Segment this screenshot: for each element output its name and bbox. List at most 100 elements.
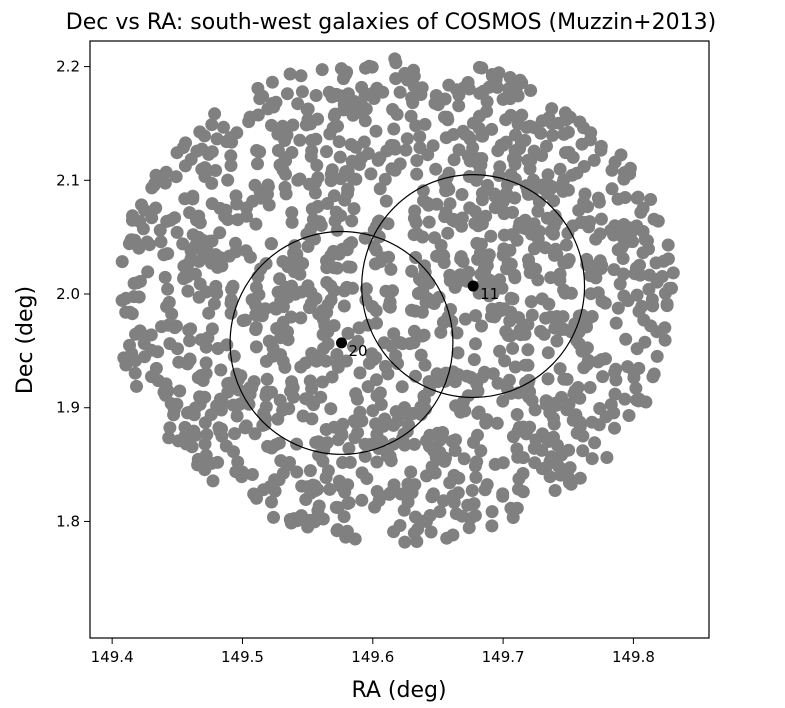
- galaxy-point: [153, 223, 167, 237]
- galaxy-point: [573, 415, 587, 429]
- galaxy-point: [492, 66, 506, 80]
- galaxy-point: [508, 144, 522, 158]
- galaxy-point: [604, 223, 618, 237]
- galaxy-point: [419, 515, 433, 528]
- galaxy-point: [393, 157, 407, 171]
- galaxy-point: [471, 252, 485, 266]
- galaxy-point: [429, 162, 443, 176]
- galaxy-point: [458, 312, 472, 326]
- galaxy-point: [433, 505, 447, 519]
- galaxy-point: [306, 213, 320, 227]
- galaxy-point: [225, 135, 239, 149]
- galaxy-point: [629, 381, 643, 395]
- galaxy-point: [461, 498, 475, 512]
- galaxy-point: [290, 437, 304, 451]
- point-label-11: 11: [480, 285, 499, 303]
- galaxy-point: [347, 202, 361, 216]
- galaxy-point: [666, 266, 680, 280]
- galaxy-point: [425, 490, 439, 504]
- galaxy-point: [490, 416, 504, 430]
- galaxy-point: [446, 213, 460, 227]
- galaxy-point: [417, 389, 431, 403]
- galaxy-point: [580, 357, 594, 371]
- galaxy-point: [535, 443, 549, 457]
- galaxy-point: [566, 219, 580, 233]
- galaxy-point: [213, 392, 227, 406]
- galaxy-point: [271, 127, 285, 141]
- galaxy-point: [170, 146, 184, 160]
- galaxy-point: [202, 306, 216, 320]
- galaxy-point: [370, 373, 383, 387]
- galaxy-point: [348, 431, 362, 445]
- galaxy-point: [349, 140, 363, 154]
- galaxy-point: [631, 190, 645, 204]
- galaxy-point: [387, 327, 401, 341]
- galaxy-point: [537, 182, 551, 196]
- galaxy-point: [136, 222, 150, 236]
- galaxy-point: [130, 379, 143, 393]
- galaxy-point: [326, 121, 340, 135]
- galaxy-point: [616, 220, 630, 234]
- galaxy-point: [207, 297, 221, 311]
- galaxy-point: [434, 238, 448, 252]
- galaxy-point: [398, 535, 412, 549]
- galaxy-point: [319, 354, 333, 368]
- galaxy-point: [497, 302, 511, 316]
- galaxy-point: [390, 107, 404, 121]
- galaxy-point: [296, 409, 310, 423]
- galaxy-point: [475, 61, 489, 75]
- galaxy-point: [503, 71, 517, 84]
- galaxy-point: [592, 195, 606, 209]
- galaxy-point: [295, 479, 309, 493]
- galaxy-point: [224, 149, 238, 163]
- galaxy-point: [301, 240, 315, 253]
- galaxy-point: [541, 435, 555, 448]
- galaxy-point: [553, 362, 567, 376]
- galaxy-point: [407, 437, 421, 451]
- galaxy-point: [393, 85, 407, 99]
- galaxy-point: [573, 115, 587, 129]
- galaxy-point: [293, 133, 307, 147]
- galaxy-point: [294, 311, 308, 325]
- galaxy-point: [593, 402, 607, 415]
- galaxy-point: [227, 349, 241, 363]
- galaxy-point: [320, 261, 334, 275]
- galaxy-point: [245, 468, 259, 481]
- galaxy-point: [504, 108, 518, 122]
- galaxy-point: [324, 402, 338, 416]
- galaxy-point: [492, 169, 506, 182]
- galaxy-point: [609, 316, 623, 330]
- galaxy-point: [287, 265, 301, 279]
- galaxy-point: [496, 394, 510, 408]
- galaxy-point: [475, 193, 489, 207]
- galaxy-point: [353, 405, 367, 419]
- galaxy-point: [259, 400, 273, 414]
- galaxy-point: [482, 248, 496, 262]
- galaxy-point: [474, 444, 488, 458]
- galaxy-point: [475, 319, 488, 333]
- galaxy-point: [405, 486, 419, 500]
- galaxy-point: [409, 216, 423, 230]
- galaxy-point: [282, 402, 296, 416]
- galaxy-point: [608, 155, 622, 169]
- galaxy-point: [274, 320, 288, 334]
- galaxy-point: [481, 178, 494, 192]
- selected-point-20: [336, 337, 348, 349]
- galaxy-point: [448, 444, 462, 457]
- galaxy-point: [463, 154, 477, 168]
- galaxy-point: [528, 456, 542, 470]
- galaxy-point: [449, 278, 463, 291]
- galaxy-point: [559, 113, 573, 127]
- galaxy-point: [660, 299, 674, 313]
- y-tick-label: 1.9: [56, 399, 80, 417]
- galaxy-point: [617, 289, 631, 303]
- galaxy-point: [413, 130, 427, 144]
- galaxy-point: [418, 275, 432, 288]
- galaxy-point: [443, 197, 457, 211]
- galaxy-point: [253, 92, 267, 106]
- galaxy-point: [518, 133, 532, 147]
- galaxy-point: [235, 465, 249, 479]
- galaxy-point: [128, 366, 142, 380]
- galaxy-point: [162, 431, 176, 445]
- selection-circle-11: [361, 174, 586, 399]
